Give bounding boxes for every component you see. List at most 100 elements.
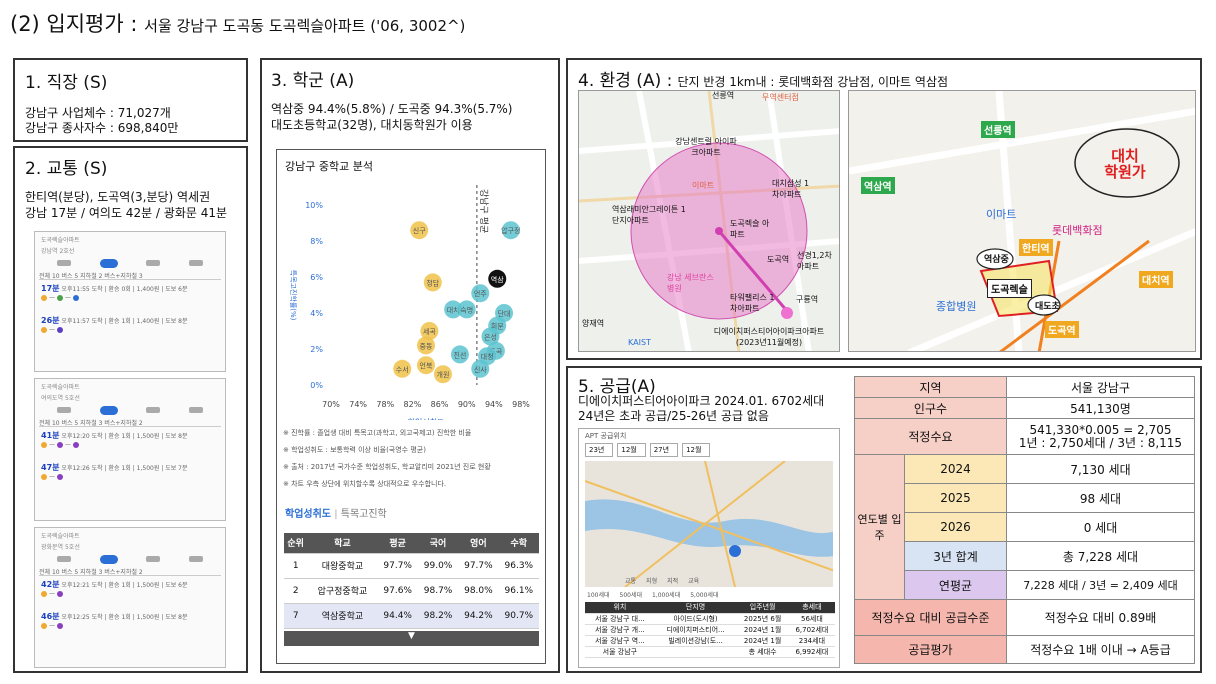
route-option[interactable]: 41분 오후12:20 도착 | 환승 1회 | 1,500원 | 도보 8분 —… <box>41 431 188 448</box>
map-tab[interactable]: 교육 <box>688 578 700 585</box>
car-icon[interactable] <box>57 556 72 562</box>
tab-special-school[interactable]: 특목고진학 <box>340 509 387 520</box>
app-filters: 23년 12월 27년 12월 <box>579 443 839 457</box>
supply-line2: 24년은 초과 공급/25-26년 공급 없음 <box>578 409 769 423</box>
scatter-point <box>471 284 490 303</box>
route-to: 강남역 2호선 <box>41 248 75 255</box>
tab-achievement[interactable]: 학업성취도 <box>285 509 331 520</box>
point-label: 신구 <box>413 226 426 235</box>
point-label: 도곡 <box>489 348 502 356</box>
bike-icon[interactable] <box>188 260 203 266</box>
route-tabs[interactable]: 전체 10 버스 5 지하철 3 버스+지하철 2 <box>39 418 221 427</box>
bus-line-icon <box>41 326 47 333</box>
app-header: APT 공급위치 <box>585 432 627 440</box>
scatter-point <box>488 269 507 288</box>
route-time: 47분 <box>41 463 60 472</box>
school-table: 순위 학교 평균 국어 영어 수학 1 대왕중학교 97.7% 99.0% 97.7% 9… <box>284 533 539 629</box>
year-2025-value: 98 세대 <box>1005 483 1196 513</box>
average-line-label: 강남구 평균 <box>478 189 489 233</box>
route-tabs[interactable]: 전체 10 버스 5 지하철 3 버스+지하철 2 <box>39 567 221 576</box>
car-icon[interactable] <box>57 407 72 413</box>
legend-item: 1,000세대 <box>652 592 681 599</box>
route-modes[interactable] <box>43 553 217 565</box>
route-time: 46분 <box>41 612 60 621</box>
env-title-row: 4. 환경 (A) : 단지 반경 1km내 : 롯데백화점 강남점, 이마트 … <box>578 66 948 91</box>
y-tick-label: 0% <box>310 381 323 390</box>
walk-icon[interactable] <box>146 260 161 266</box>
route-option[interactable]: 47분 오후12:26 도착 | 환승 1회 | 1,500원 | 도보 7분 — <box>41 463 188 480</box>
cell: 98.0% <box>458 578 499 604</box>
legend-item: 100세대 <box>587 592 610 599</box>
table-row: 서울 강남구 총 세대수 6,992세대 <box>585 646 835 658</box>
point-label: 휘문 <box>491 322 504 331</box>
y-axis-label: 특목고진학률(%) <box>289 270 298 321</box>
route-tabs[interactable]: 전체 10 버스 5 지하철 2 버스+지하철 3 <box>39 271 221 280</box>
expand-button[interactable]: ▼ <box>284 631 539 646</box>
walk-icon[interactable] <box>146 407 161 413</box>
cell: 99.0% <box>417 553 459 579</box>
env-section: 4. 환경 (A) : 단지 반경 1km내 : 롯데백화점 강남점, 이마트 … <box>566 58 1202 360</box>
car-icon[interactable] <box>57 260 72 266</box>
year-2024: 2024 <box>904 454 1007 484</box>
supply-legend: 100세대 500세대 1,000세대 5,000세대 <box>579 587 839 602</box>
filter-select[interactable]: 27년 <box>649 443 679 457</box>
x-tick-label: 70% <box>322 400 340 409</box>
year-2026-value: 0 세대 <box>1005 512 1196 542</box>
th: 위치 <box>585 602 655 614</box>
note: ※ 진학률 : 졸업생 대비 특목고(과학고, 외고국제고) 진학한 비율 <box>283 429 472 437</box>
cell: 6,702세대 <box>788 624 835 636</box>
point-label: 청담 <box>426 278 439 287</box>
route-option[interactable]: 42분 오후12:21 도착 | 환승 1회 | 1,500원 | 도보 6분 — <box>41 580 188 597</box>
filter-select[interactable]: 12월 <box>617 443 646 457</box>
cell: 97.7% <box>458 553 499 579</box>
scatter-point <box>433 365 452 384</box>
cell: 빌레이션강남(도... <box>654 635 737 647</box>
x-tick-label: 90% <box>458 400 476 409</box>
cell: 아이드(도시형) <box>654 613 737 625</box>
bus-icon[interactable] <box>99 405 118 415</box>
route-option[interactable]: 26분 오후11:57 도착 | 환승 1회 | 1,400원 | 도보 8분 — <box>41 316 188 333</box>
cell: 234세대 <box>788 635 835 647</box>
page-title-main: (2) 입지평가 : <box>10 12 138 36</box>
point-label: 압구정 <box>501 226 520 235</box>
cell: 97.7% <box>377 553 418 579</box>
table-row[interactable]: 서울 강남구 대... 아이드(도시형) 2025년 6월 56세대 <box>585 613 835 625</box>
bus-icon[interactable] <box>99 554 118 564</box>
route-modes[interactable] <box>43 404 217 416</box>
subway-line-icon <box>56 294 63 301</box>
map-label: 롯데백화점 <box>1052 224 1103 237</box>
scatter-point <box>457 300 476 319</box>
route-option[interactable]: 46분 오후12:25 도착 | 환승 1회 | 1,500원 | 도보 8분 — <box>41 612 188 629</box>
route-option[interactable]: 17분 오후11:55 도착 | 환승 0회 | 1,400원 | 도보 6분 —… <box>41 284 188 301</box>
table-header: 위치 단지명 입주년월 총세대 <box>585 602 835 614</box>
proper-value2: 1년 : 2,750세대 / 3년 : 8,115 <box>1018 435 1183 450</box>
route-modes[interactable] <box>43 257 217 269</box>
scatter-point <box>420 322 439 340</box>
map-label: 양재역 <box>582 319 605 328</box>
school-section: 3. 학군 (A) 역삼중 94.4%(5.8%) / 도곡중 94.3%(5.… <box>260 58 560 673</box>
map-tab[interactable]: 지형 <box>646 578 658 585</box>
supply-map[interactable]: 교통 지형 지적 교육 <box>585 461 833 587</box>
x-tick-label: 82% <box>404 400 422 409</box>
bike-icon[interactable] <box>188 556 203 562</box>
bus-icon[interactable] <box>99 258 118 268</box>
table-row[interactable]: 서울 강남구 역... 빌레이션강남(도... 2024년 1월 234세대 <box>585 635 835 647</box>
filter-select[interactable]: 23년 <box>585 443 614 457</box>
map-label: 대도초 <box>1035 302 1060 312</box>
table-row[interactable]: 서울 강남구 개... 디에이치퍼스티어... 2024년 1월 6,702세대 <box>585 624 835 636</box>
job-title: 1. 직장 (S) <box>25 73 108 93</box>
cell: 서울 강남구 대... <box>585 613 655 625</box>
x-tick-label: 78% <box>376 400 394 409</box>
th: 국어 <box>417 533 459 554</box>
table-header: 순위 학교 평균 국어 영어 수학 <box>284 533 539 554</box>
bike-icon[interactable] <box>188 407 203 413</box>
walk-icon[interactable] <box>146 556 161 562</box>
route-desc: 오후12:21 도착 | 환승 1회 | 1,500원 | 도보 6분 <box>61 582 188 589</box>
map-label: 이마트 <box>692 181 715 190</box>
point-label: 세곡 <box>423 327 436 336</box>
map-tab[interactable]: 교통 <box>625 578 637 585</box>
route-card-gangnam: 도곡렉슬아파트 강남역 2호선 전체 10 버스 5 지하철 2 버스+지하철 … <box>34 231 226 372</box>
env-subtitle: 단지 반경 1km내 : 롯데백화점 강남점, 이마트 역삼점 <box>677 75 949 89</box>
filter-select[interactable]: 12월 <box>682 443 711 457</box>
map-tab[interactable]: 지적 <box>667 578 679 585</box>
